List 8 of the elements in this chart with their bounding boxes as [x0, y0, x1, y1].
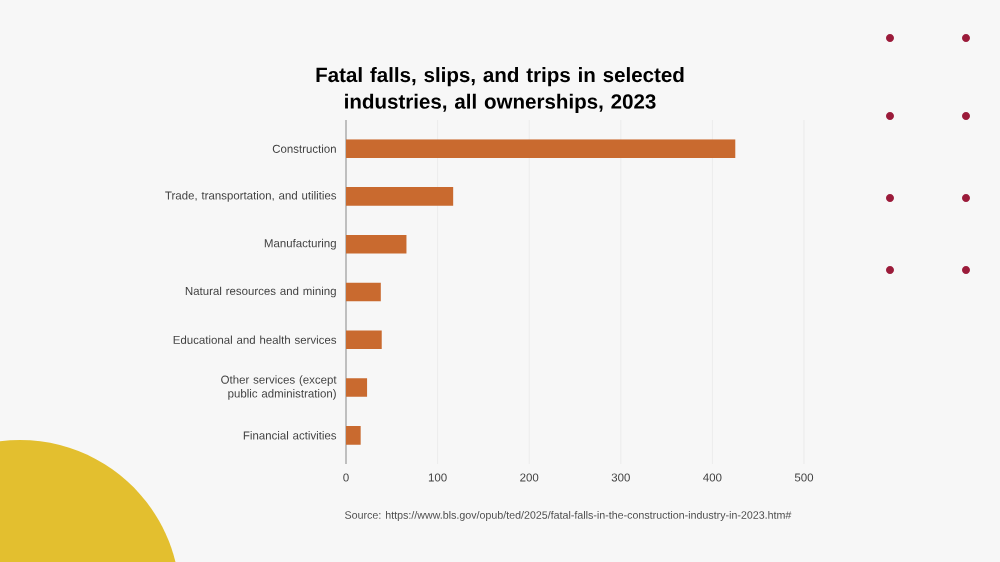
bar: [346, 282, 381, 302]
bar: [346, 187, 454, 206]
bar: [346, 425, 361, 445]
bar: [346, 330, 382, 350]
bar: [346, 378, 368, 397]
bar: [346, 234, 407, 254]
chart-title: Fatal falls, slips, and trips in selected industries, all ownerships, 2023: [316, 67, 684, 113]
bar: [346, 139, 736, 159]
